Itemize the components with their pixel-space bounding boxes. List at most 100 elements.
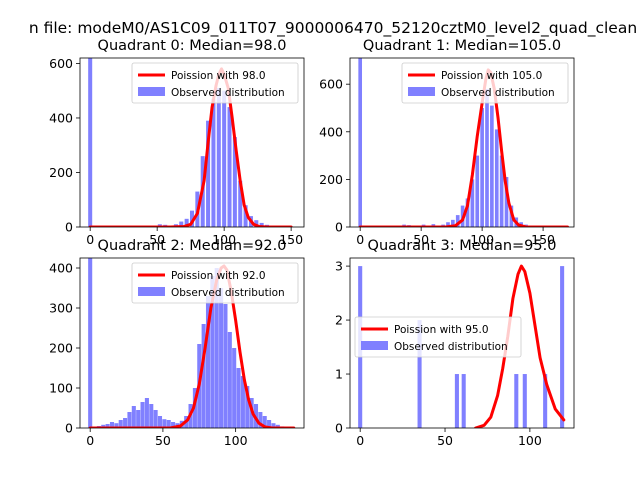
histogram-bar	[451, 219, 455, 227]
legend-bar-label: Observed distribution	[171, 287, 285, 299]
histogram-bar	[417, 320, 422, 428]
histogram-bar	[211, 98, 216, 227]
histogram-bar	[210, 276, 215, 428]
y-tick-label: 0	[335, 421, 343, 436]
legend: Poission with 95.0 Observed distribution	[354, 316, 522, 358]
subplot-0: 0 50 100 150 0 200 400 600 Quadrant 0: Median=98…	[49, 38, 305, 247]
histogram-bar	[543, 374, 548, 428]
legend: Poission with 105.0 Observed distribution	[401, 62, 569, 104]
histogram-bar	[514, 374, 519, 428]
x-tick-label: 100	[224, 433, 248, 448]
legend-curve-label: Poission with 92.0	[171, 270, 266, 282]
histogram-bar	[144, 398, 149, 428]
histogram-bar	[485, 88, 489, 227]
histogram-bar	[179, 221, 184, 227]
legend-curve-label: Poission with 95.0	[394, 324, 489, 336]
legend: Poission with 98.0 Observed distribution	[131, 62, 299, 104]
histogram-bar	[222, 90, 227, 227]
subplot-title: Quadrant 2: Median=92.0	[98, 238, 287, 254]
legend-box	[354, 316, 522, 358]
y-tick-label: 400	[49, 110, 73, 125]
histogram-bar	[205, 296, 211, 428]
plot-area	[88, 58, 293, 227]
histogram-bar	[446, 222, 450, 227]
y-tick-label: 2	[335, 313, 343, 328]
histogram-bar	[490, 105, 494, 227]
histogram-bar	[88, 58, 93, 227]
y-tick-label: 600	[319, 77, 343, 92]
y-tick-label: 0	[65, 220, 73, 235]
histogram-bar	[184, 218, 189, 227]
histogram-bar	[236, 368, 241, 428]
histogram-bar	[157, 416, 163, 428]
x-tick-label: 0	[86, 232, 94, 247]
histogram-bar	[238, 180, 243, 227]
legend-bar-swatch	[138, 87, 165, 96]
histogram-bar	[240, 376, 245, 428]
histogram-bar	[455, 215, 460, 227]
histogram-bar	[114, 423, 119, 428]
histogram-bar	[454, 374, 459, 428]
histogram-bar	[243, 205, 248, 227]
y-tick-label: 600	[49, 56, 73, 71]
histogram-bar	[189, 210, 195, 227]
y-tick-label: 200	[49, 341, 73, 356]
legend-box	[131, 62, 299, 104]
x-tick-label: 100	[212, 232, 236, 247]
histogram-bar	[216, 87, 221, 227]
legend-bar-swatch	[361, 341, 388, 350]
histogram-bar	[470, 179, 475, 227]
figure-title: n file: modeM0/AS1C09_011T07_9000006470_…	[29, 19, 637, 38]
histogram-bar	[275, 424, 280, 428]
histogram-bar	[140, 402, 145, 428]
histogram-bar	[465, 198, 470, 227]
y-tick-label: 400	[49, 261, 73, 276]
histogram-bar	[227, 107, 232, 227]
legend: Poission with 92.0 Observed distribution	[131, 262, 299, 304]
subplot-title: Quadrant 3: Median=95.0	[368, 238, 557, 254]
histogram-bar	[118, 420, 123, 428]
histogram-bar	[258, 412, 263, 428]
histogram-bar	[109, 422, 115, 428]
legend-bar-swatch	[408, 87, 435, 96]
y-tick-label: 200	[319, 172, 343, 187]
legend-bar-label: Observed distribution	[171, 87, 285, 99]
histogram-bar	[475, 155, 480, 227]
x-tick-label: 50	[149, 232, 165, 247]
histogram-bar	[461, 374, 466, 428]
histogram-bar	[358, 58, 363, 227]
y-tick-label: 400	[319, 124, 343, 139]
legend-bar-swatch	[138, 287, 165, 296]
axes-frame	[349, 57, 575, 228]
x-tick-label: 0	[356, 232, 364, 247]
histogram-bar	[254, 220, 259, 227]
axes-frame	[349, 257, 575, 429]
histogram-bar	[494, 129, 499, 227]
y-tick-label: 1	[335, 367, 343, 382]
histogram-bar	[560, 266, 565, 428]
histogram-bar	[149, 404, 154, 428]
histogram-bar	[522, 374, 527, 428]
legend-box	[131, 262, 299, 304]
x-tick-label: 50	[413, 232, 429, 247]
histogram-bar	[262, 416, 267, 428]
histogram-bar	[214, 268, 219, 428]
x-tick-label: 150	[531, 232, 555, 247]
histogram-bar	[232, 348, 237, 428]
axes-frame	[79, 257, 305, 429]
histogram-bar	[271, 423, 276, 428]
legend-box	[401, 62, 569, 104]
histogram-bar	[232, 137, 237, 227]
x-tick-label: 50	[155, 433, 171, 448]
y-tick-label: 100	[49, 381, 73, 396]
subplot-2: 0 50 100 0 100 200 300 400 Quadrant 2: Median=92…	[49, 238, 305, 448]
histogram-bar	[88, 258, 93, 428]
histogram-bar	[267, 420, 272, 428]
x-tick-label: 0	[356, 433, 364, 448]
histogram-bar	[153, 410, 158, 428]
histogram-bar	[223, 304, 228, 428]
x-tick-label: 100	[518, 433, 542, 448]
histogram-bar	[105, 424, 110, 428]
